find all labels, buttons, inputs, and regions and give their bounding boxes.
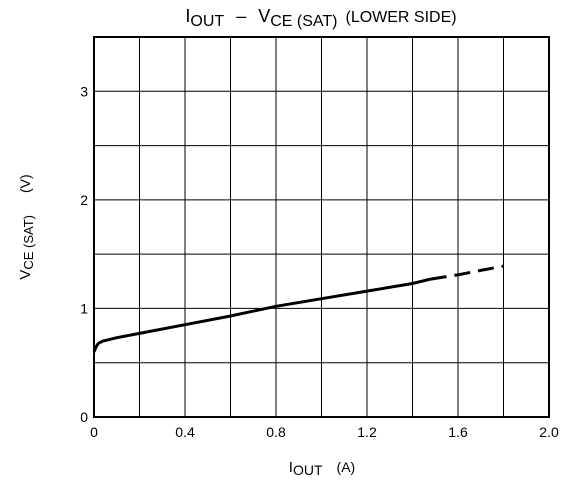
title-v: V	[258, 6, 270, 26]
y-tick-label: 3	[80, 83, 88, 99]
x-tick-label: 1.2	[357, 424, 377, 440]
title-suffix: (LOWER SIDE)	[345, 9, 456, 26]
x-tick-label: 0.8	[266, 424, 286, 440]
plot-area-frame	[93, 36, 550, 418]
x-label-unit: (A)	[337, 459, 356, 475]
y-tick-label: 2	[80, 192, 88, 208]
y-tick-label: 0	[80, 409, 88, 425]
chart-title: IOUT – VCE (SAT) (LOWER SIDE)	[185, 6, 456, 30]
x-tick-label: 1.6	[448, 424, 468, 440]
y-label-unit: (V)	[17, 174, 33, 193]
series-line-solid	[92, 277, 432, 353]
x-tick-labels: 0 0.4 0.8 1.2 1.6 2.0	[90, 424, 559, 440]
x-tick-label: 0	[90, 424, 98, 440]
x-tick-label: 0.4	[175, 424, 195, 440]
series-layer	[92, 264, 504, 353]
x-axis-label: IOUT (A)	[289, 459, 355, 478]
y-tick-labels: 0 1 2 3	[80, 83, 88, 425]
x-tick-label: 2.0	[539, 424, 559, 440]
title-dash: –	[236, 6, 246, 26]
title-v-subscript: CE (SAT)	[270, 13, 337, 30]
x-label-i: I	[289, 459, 293, 476]
y-tick-label: 1	[80, 300, 88, 316]
y-label-subscript: CE (SAT)	[21, 215, 36, 270]
grid	[94, 37, 549, 417]
series-line-dashed	[430, 264, 504, 281]
x-label-subscript: OUT	[293, 462, 323, 478]
y-label-v: V	[17, 270, 34, 280]
title-i-subscript: OUT	[190, 13, 224, 30]
y-axis-label: VCE (SAT) (V)	[17, 174, 36, 279]
title-i: I	[185, 6, 190, 26]
